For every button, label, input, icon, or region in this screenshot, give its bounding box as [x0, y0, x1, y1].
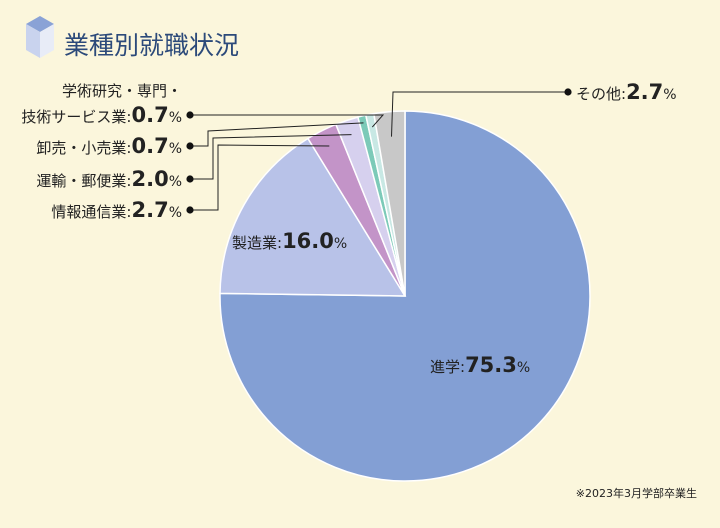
pie-slice	[219, 137, 407, 297]
label-gakujutsu-line2: 技術サービス業:0.7%	[21, 103, 182, 127]
slice-labels: 進学:75.3% 製造業:16.0% 情報通信業:2.7% 運輸・郵便業:2.0% 卸売…	[21, 80, 676, 377]
leader-dot	[186, 175, 194, 183]
label-joho: 情報通信業:2.7%	[51, 198, 182, 222]
leader-line	[190, 144, 330, 211]
leader-dot	[186, 142, 194, 150]
leader-dot	[564, 88, 572, 96]
leader-line	[190, 114, 385, 128]
pie	[219, 110, 591, 482]
pie-slice	[372, 110, 406, 297]
label-seizo: 製造業:16.0%	[232, 229, 347, 253]
label-sonota: その他:2.7%	[576, 80, 677, 104]
label-unyu: 運輸・郵便業:2.0%	[36, 167, 182, 191]
leader-line	[391, 91, 568, 137]
cube-icon	[26, 16, 54, 58]
label-oroshi: 卸売・小売業:0.7%	[36, 134, 182, 158]
footnote: ※2023年3月学部卒業生	[576, 486, 697, 500]
leader-lines	[186, 88, 572, 214]
leader-line	[190, 122, 364, 147]
leader-line	[190, 134, 352, 180]
chart-title: 業種別就職状況	[64, 31, 239, 60]
label-gakujutsu-line1: 学術研究・専門・	[62, 82, 182, 100]
leader-dot	[186, 206, 194, 214]
leader-dot	[186, 111, 194, 119]
label-shingaku: 進学:75.3%	[430, 353, 530, 377]
